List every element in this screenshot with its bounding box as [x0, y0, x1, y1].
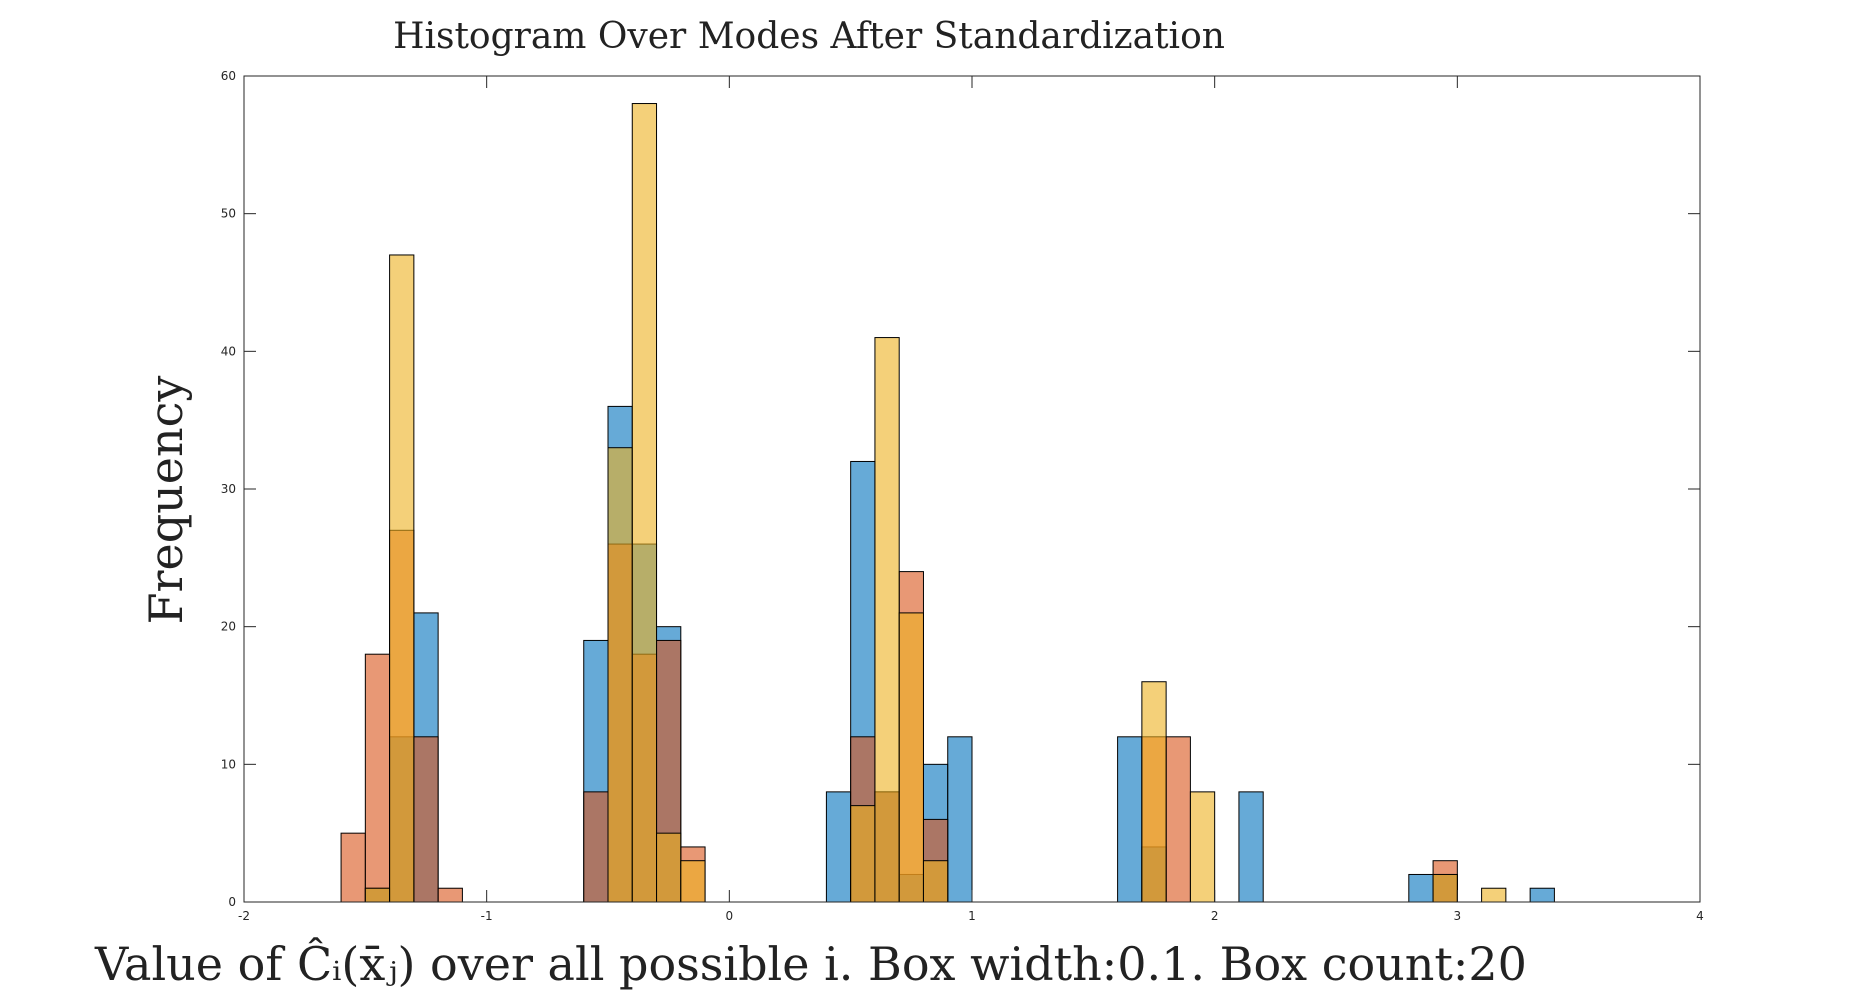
histogram-bar	[947, 736, 973, 903]
histogram-bar	[825, 791, 852, 903]
y-tick-label: 60	[221, 69, 236, 83]
histogram-bar	[1238, 791, 1264, 903]
x-tick-label: -2	[238, 909, 250, 923]
x-tick-label: 2	[1211, 909, 1219, 923]
x-tick-label: -1	[481, 909, 493, 923]
chart-title: Histogram Over Modes After Standardizati…	[393, 16, 1225, 57]
histogram-bar	[389, 254, 415, 903]
x-tick-label: 0	[726, 909, 734, 923]
histogram-bar	[1481, 887, 1507, 903]
x-tick-label: 3	[1454, 909, 1462, 923]
histogram-bar	[680, 860, 706, 903]
y-axis-label: Frequency	[139, 376, 193, 625]
histogram-bar	[1141, 681, 1167, 903]
y-tick-label: 20	[221, 620, 236, 634]
histogram-bar	[607, 447, 633, 903]
histogram-bar	[1189, 791, 1216, 903]
y-tick-label: 0	[228, 895, 236, 909]
x-tick-label: 4	[1696, 909, 1704, 923]
histogram-bar	[364, 653, 391, 903]
histogram-bar	[583, 791, 609, 903]
histogram-bar	[1432, 873, 1458, 903]
y-tick-label: 50	[221, 207, 236, 221]
histogram-bar	[1408, 873, 1434, 903]
histogram-bar	[850, 805, 876, 903]
histogram-bar	[874, 337, 900, 903]
x-tick-label: 1	[968, 909, 976, 923]
histogram-bar	[898, 612, 924, 903]
series-1	[364, 405, 1555, 903]
histogram-bar	[1117, 736, 1143, 903]
histogram-bar	[413, 736, 439, 903]
histogram-bar	[631, 103, 658, 903]
y-tick-label: 30	[221, 482, 236, 496]
x-axis-label: Value of Ĉᵢ(x̄ⱼ) over all possible i. Bo…	[94, 936, 1527, 991]
y-tick-label: 10	[221, 757, 236, 771]
histogram-bars	[340, 103, 1555, 903]
histogram-bar	[1529, 887, 1555, 903]
histogram-bar	[656, 832, 682, 903]
histogram-bar	[1165, 736, 1191, 903]
histogram-bar	[340, 832, 366, 903]
y-tick-label: 40	[221, 344, 236, 358]
histogram-bar	[922, 860, 949, 903]
histogram-bar	[364, 887, 391, 903]
histogram-bar	[437, 887, 463, 903]
